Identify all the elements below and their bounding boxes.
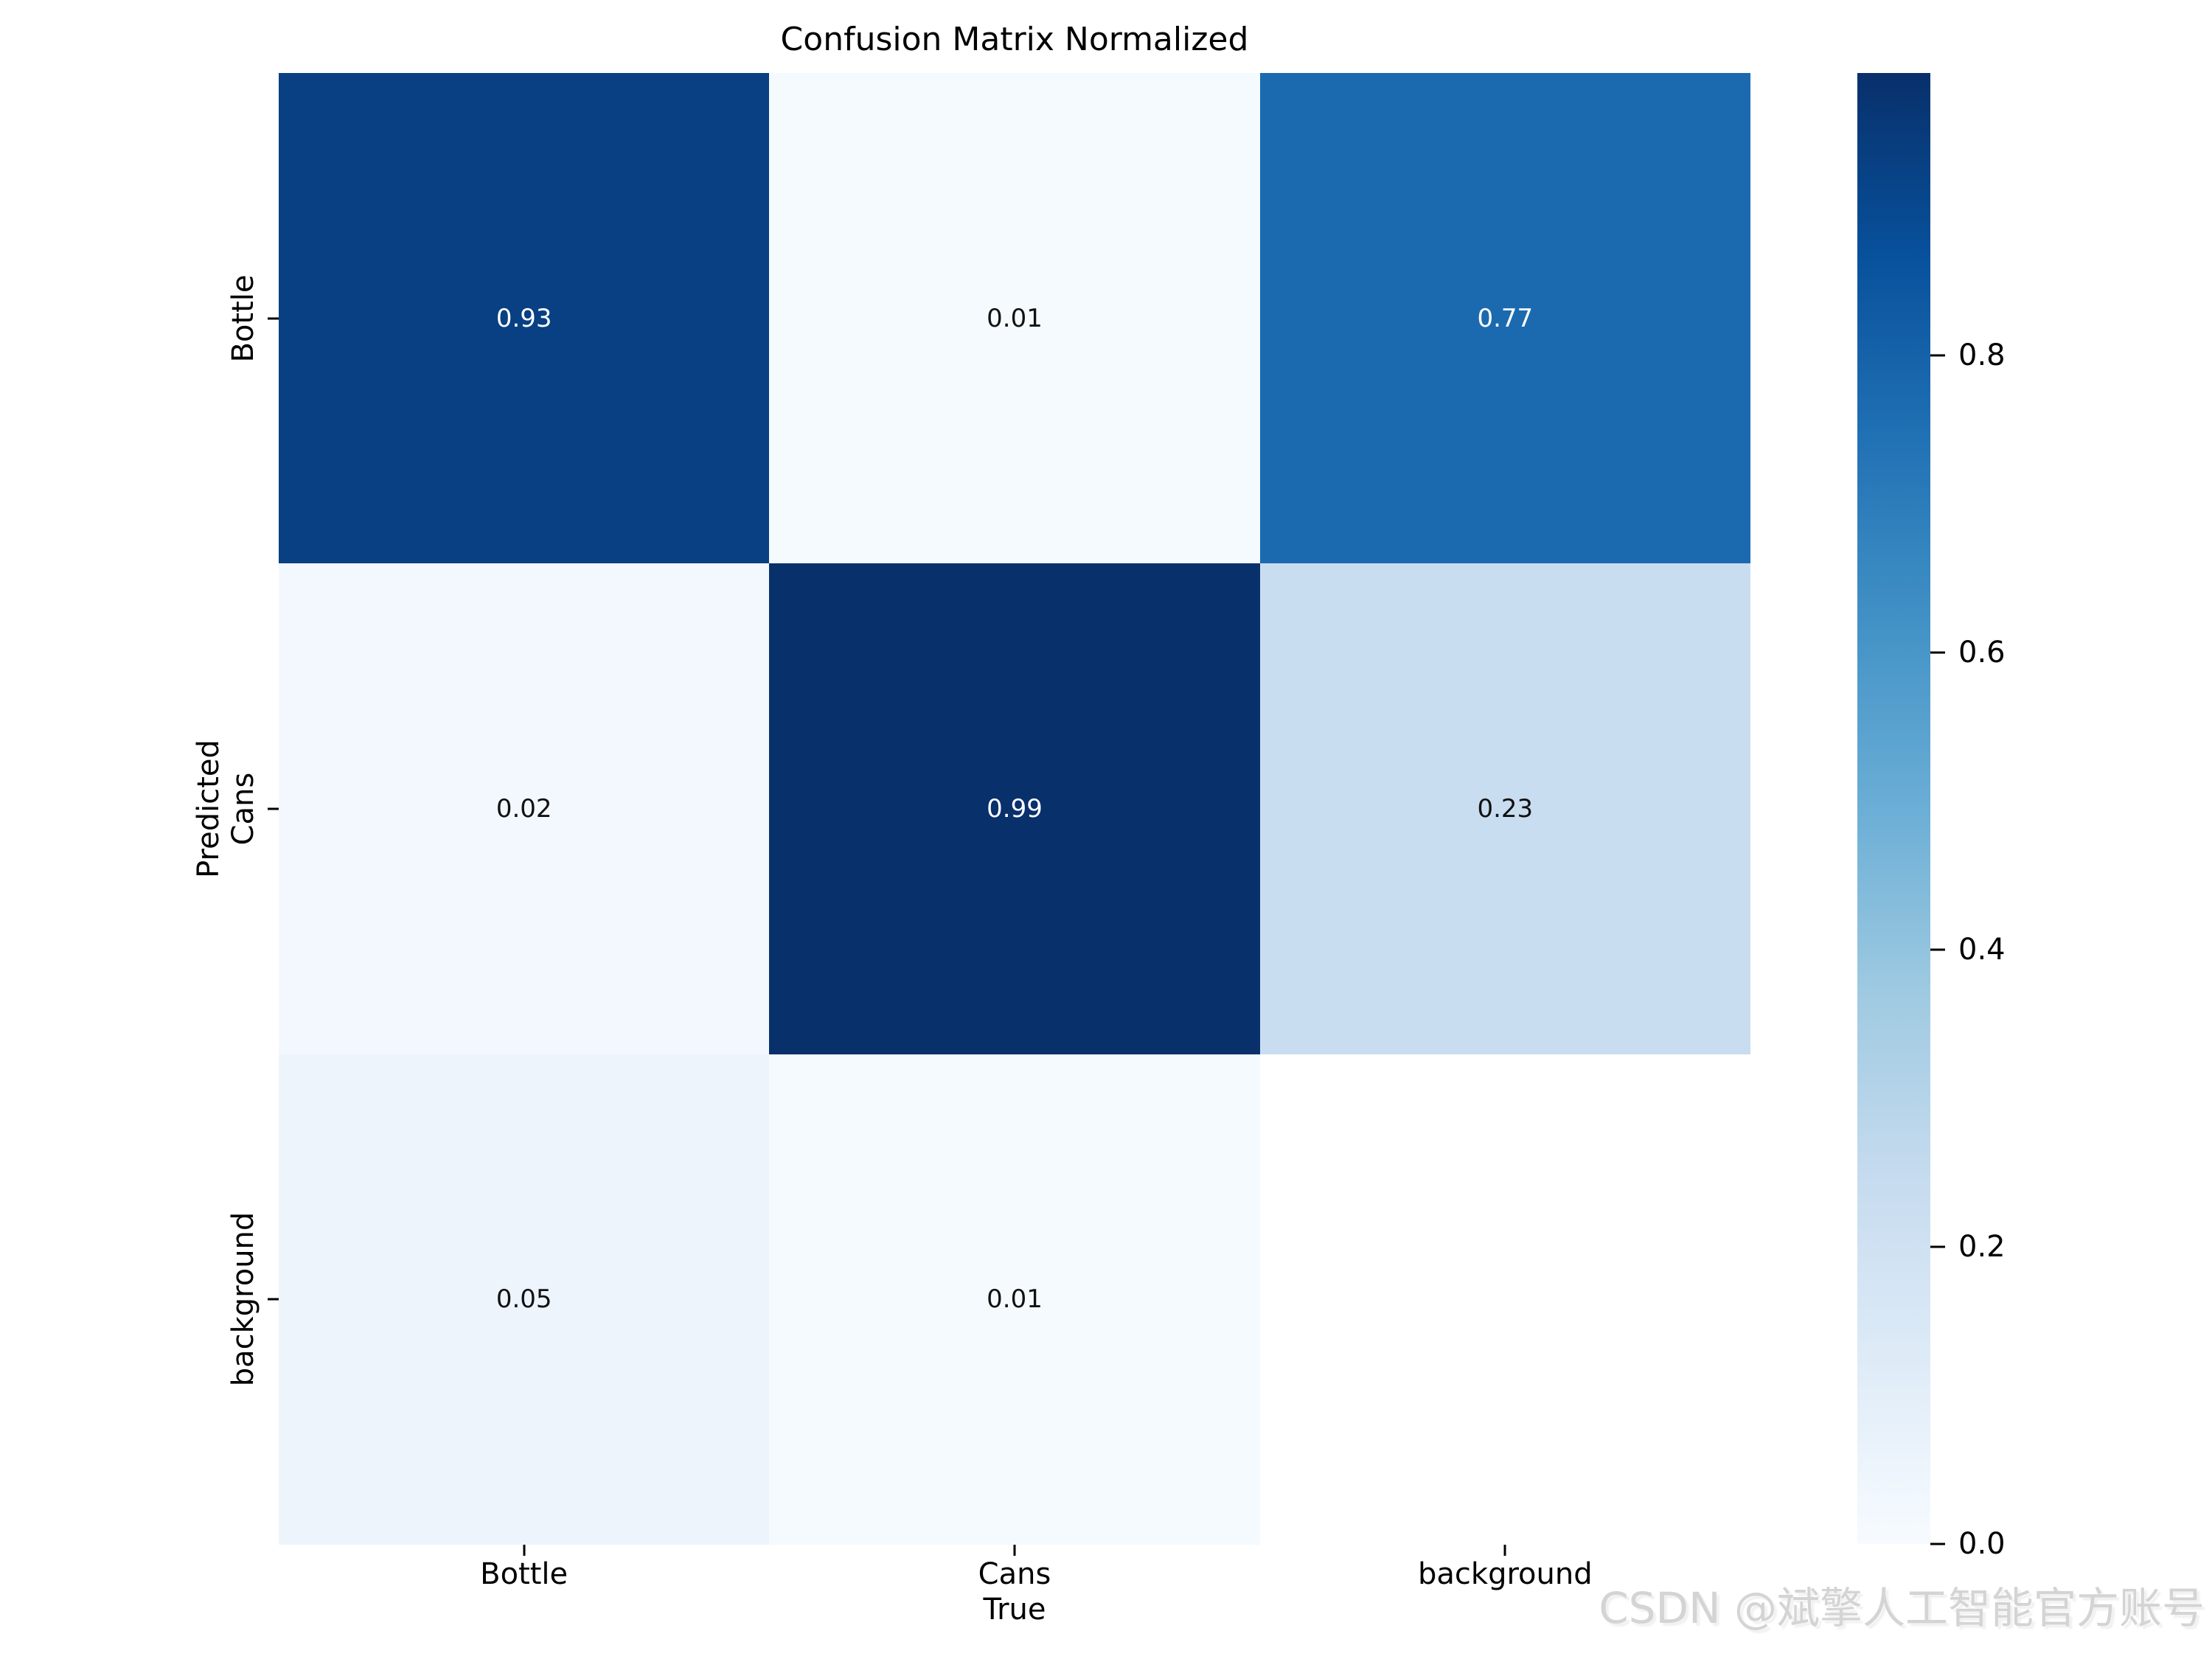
chart-title: Confusion Matrix Normalized — [780, 21, 1249, 58]
cell-value: 0.01 — [987, 303, 1043, 333]
y-tick-mark — [268, 807, 279, 810]
cell-value: 0.99 — [987, 793, 1043, 824]
cell-value: 0.77 — [1477, 303, 1534, 333]
x-axis-label: True — [983, 1593, 1046, 1627]
colorbar-gradient — [1857, 73, 1930, 1544]
colorbar-tick-label-0.8: 0.8 — [1958, 338, 2006, 372]
cell-value: 0.01 — [987, 1284, 1043, 1315]
y-tick-label-bottle: Bottle — [226, 274, 260, 363]
cell-value: 0.93 — [495, 303, 552, 333]
colorbar-tick-mark — [1930, 354, 1945, 357]
x-tick-label-bottle: Bottle — [480, 1557, 568, 1591]
colorbar-tick-mark — [1930, 1543, 1945, 1545]
x-tick-mark — [523, 1545, 526, 1556]
y-axis-ticks: Bottle Cans background — [0, 73, 279, 1545]
heatmap-cell-r1c1: 0.99 — [769, 563, 1260, 1054]
colorbar-tick-label-0.2: 0.2 — [1958, 1229, 2006, 1264]
cell-value: 0.05 — [495, 1284, 552, 1315]
y-tick-mark — [268, 1298, 279, 1301]
colorbar: 0.8 0.6 0.4 0.2 0.0 — [1857, 73, 2006, 1561]
y-axis-label: Predicted — [192, 740, 226, 878]
heatmap-cell-r2c2 — [1259, 1054, 1750, 1545]
heatmap-cell-r0c0: 0.93 — [279, 73, 770, 564]
y-tick-mark — [268, 317, 279, 320]
x-axis-tick-labels: Bottle Cans background — [279, 1557, 1750, 1594]
y-tick-label-background: background — [226, 1212, 260, 1387]
heatmap-grid: 0.93 0.01 0.77 0.02 0.99 0.23 0.05 0.01 — [279, 73, 1750, 1545]
colorbar-tick-mark — [1930, 651, 1945, 654]
colorbar-tick-label-0.4: 0.4 — [1958, 932, 2006, 967]
x-axis-tick-marks — [279, 1545, 1750, 1556]
heatmap-cell-r1c2: 0.23 — [1259, 563, 1750, 1054]
x-tick-label-cans: Cans — [978, 1557, 1051, 1591]
heatmap-cell-r1c0: 0.02 — [279, 563, 770, 1054]
colorbar-tick-mark — [1930, 948, 1945, 951]
watermark: CSDN @斌擎人工智能官方账号 — [1599, 1583, 2205, 1633]
cell-value: 0.02 — [495, 793, 552, 824]
heatmap-cell-r2c0: 0.05 — [279, 1054, 770, 1545]
x-tick-mark — [1503, 1545, 1506, 1556]
heatmap-cell-r2c1: 0.01 — [769, 1054, 1260, 1545]
colorbar-tick-label-0.0: 0.0 — [1958, 1527, 2006, 1561]
colorbar-tick-mark — [1930, 1245, 1945, 1248]
heatmap-cell-r0c1: 0.01 — [769, 73, 1260, 564]
cell-value: 0.23 — [1477, 793, 1534, 824]
x-tick-mark — [1013, 1545, 1016, 1556]
y-tick-label-cans: Cans — [226, 772, 260, 846]
x-tick-label-background: background — [1418, 1557, 1593, 1591]
colorbar-tick-label-0.6: 0.6 — [1958, 635, 2006, 669]
heatmap-cell-r0c2: 0.77 — [1259, 73, 1750, 564]
